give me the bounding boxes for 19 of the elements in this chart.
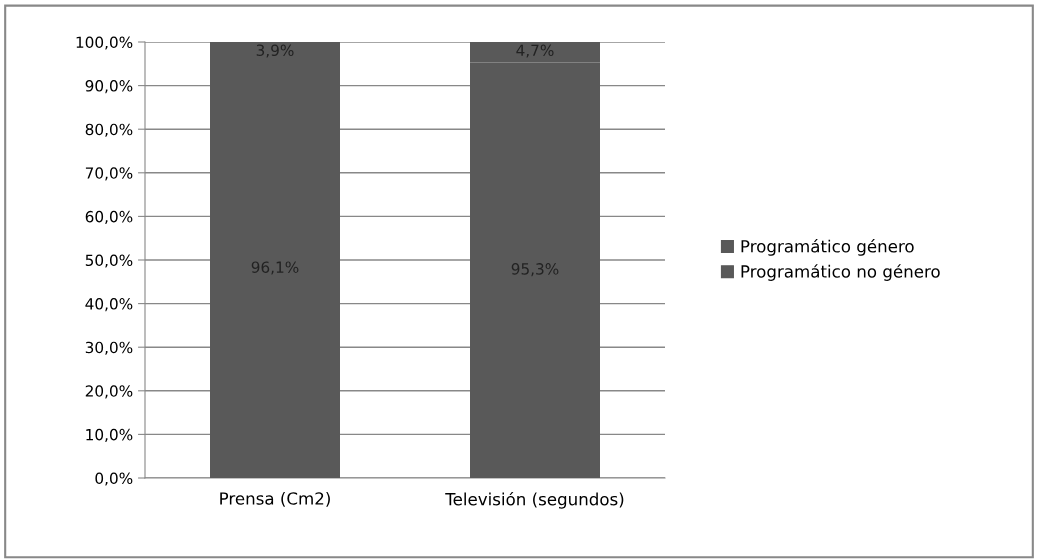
legend-label: Programático no género xyxy=(741,264,940,281)
y-tick-label: 60,0% xyxy=(85,210,133,224)
x-tick-label: Televisión (segundos) xyxy=(445,491,624,509)
y-tick-label: 90,0% xyxy=(85,80,133,94)
y-tick-label: 100,0% xyxy=(76,36,133,50)
data-label: 3,9% xyxy=(256,44,294,58)
y-tick-label: 20,0% xyxy=(85,385,133,399)
y-tick-label: 0,0% xyxy=(95,472,133,486)
y-tick-label: 80,0% xyxy=(85,123,133,137)
data-label: 4,7% xyxy=(516,44,554,58)
y-tick-label: 50,0% xyxy=(85,254,133,268)
data-label: 96,1% xyxy=(251,261,299,275)
y-tick-label: 10,0% xyxy=(86,428,133,442)
data-label: 95,3% xyxy=(511,263,559,277)
x-tick-label: Prensa (Cm2) xyxy=(220,491,330,507)
y-tick-label: 30,0% xyxy=(85,341,133,355)
y-tick-label: 40,0% xyxy=(85,298,133,312)
legend-label: Programático género xyxy=(741,239,914,256)
y-tick-label: 70,0% xyxy=(85,167,133,181)
